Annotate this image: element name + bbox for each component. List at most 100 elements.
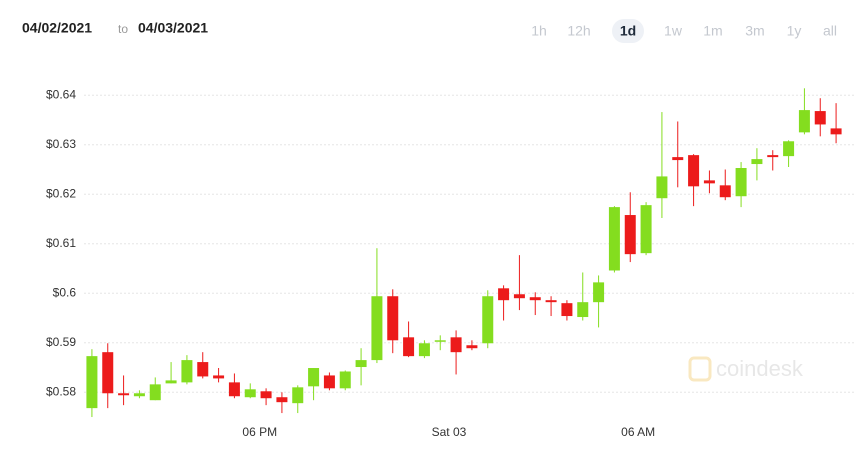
- range-button[interactable]: 1y: [787, 23, 802, 39]
- watermark: coindesk: [688, 356, 804, 382]
- candle-body: [213, 375, 225, 379]
- candle: [292, 385, 304, 414]
- candle-body: [751, 159, 763, 165]
- candle: [323, 372, 335, 391]
- candle-body: [513, 294, 525, 299]
- watermark-logo: [688, 356, 712, 382]
- candle: [403, 321, 415, 358]
- candle: [703, 170, 715, 194]
- candle: [387, 289, 399, 354]
- y-tick-label: $0.59: [46, 335, 76, 349]
- candle-body: [323, 375, 335, 389]
- candle: [133, 390, 145, 399]
- candle-body: [165, 380, 177, 384]
- candle: [798, 88, 810, 135]
- candle-body: [450, 337, 462, 353]
- candle-body: [276, 397, 288, 403]
- candle-body: [688, 155, 700, 187]
- x-tick-label: Sat 03: [432, 425, 467, 439]
- candle-body: [798, 110, 810, 133]
- x-tick-label: 06 AM: [621, 425, 655, 439]
- candle-body: [434, 340, 446, 342]
- candle: [434, 335, 446, 351]
- range-button[interactable]: 12h: [567, 23, 590, 39]
- candle: [513, 255, 525, 311]
- candle: [830, 103, 842, 144]
- candle-body: [529, 297, 541, 301]
- candle: [466, 340, 478, 351]
- candle-body: [149, 384, 161, 401]
- candle: [498, 285, 510, 321]
- candle-body: [672, 157, 684, 161]
- candle-body: [86, 356, 98, 409]
- candle: [735, 162, 747, 208]
- candle: [624, 192, 636, 263]
- y-tick-label: $0.61: [46, 236, 76, 250]
- range-selected-bg: [612, 19, 644, 43]
- candle: [418, 340, 430, 359]
- candle: [672, 121, 684, 188]
- candle: [165, 362, 177, 384]
- candle: [545, 296, 557, 317]
- candle: [118, 375, 130, 406]
- candle-body: [814, 111, 826, 125]
- range-button[interactable]: all: [823, 23, 837, 39]
- candle: [783, 140, 795, 168]
- candle-body: [292, 387, 304, 404]
- candle-body: [260, 391, 272, 399]
- y-tick-label: $0.6: [53, 285, 77, 299]
- candle-body: [482, 296, 494, 344]
- candle-body: [640, 205, 652, 254]
- y-tick-label: $0.64: [46, 87, 76, 101]
- candle: [276, 392, 288, 414]
- candle: [482, 290, 494, 349]
- candle-body: [102, 352, 114, 394]
- range-button[interactable]: 1d: [620, 23, 636, 39]
- range-button[interactable]: 1m: [703, 23, 722, 39]
- candle-body: [339, 371, 351, 389]
- candle: [244, 383, 256, 399]
- candle: [86, 349, 98, 418]
- range-button[interactable]: 1h: [531, 23, 547, 39]
- candle-body: [181, 360, 193, 383]
- candle: [719, 169, 731, 201]
- candle: [181, 355, 193, 385]
- y-tick-label: $0.62: [46, 186, 76, 200]
- candle: [371, 248, 383, 364]
- candle-body: [719, 185, 731, 198]
- candle-body: [656, 176, 668, 199]
- candle-body: [308, 368, 320, 387]
- candle-body: [498, 288, 510, 301]
- candle-body: [355, 360, 367, 368]
- candle-body: [561, 303, 573, 317]
- x-tick-label: 06 PM: [242, 425, 277, 439]
- range-button[interactable]: 3m: [745, 23, 764, 39]
- candle-body: [118, 393, 130, 396]
- candle: [355, 348, 367, 386]
- candle-body: [577, 302, 589, 318]
- candle-body: [387, 296, 399, 341]
- candle: [450, 330, 462, 375]
- candle-body: [228, 382, 240, 397]
- candle-body: [767, 155, 779, 158]
- candle-body: [545, 300, 557, 303]
- candle: [213, 368, 225, 383]
- candle-body: [403, 337, 415, 357]
- candle: [149, 377, 161, 401]
- candle: [640, 202, 652, 256]
- date-to-word: to: [118, 22, 128, 36]
- candle: [767, 150, 779, 171]
- candle-body: [466, 345, 478, 349]
- range-button[interactable]: 1w: [664, 23, 683, 39]
- candle-body: [593, 282, 605, 303]
- candle-body: [371, 296, 383, 361]
- candle-body: [418, 343, 430, 357]
- candle-body: [197, 362, 209, 377]
- y-tick-label: $0.63: [46, 137, 76, 151]
- candle: [260, 388, 272, 406]
- watermark-text: coindesk: [716, 356, 804, 381]
- candle: [529, 292, 541, 316]
- candle-body: [735, 168, 747, 197]
- candle: [228, 373, 240, 399]
